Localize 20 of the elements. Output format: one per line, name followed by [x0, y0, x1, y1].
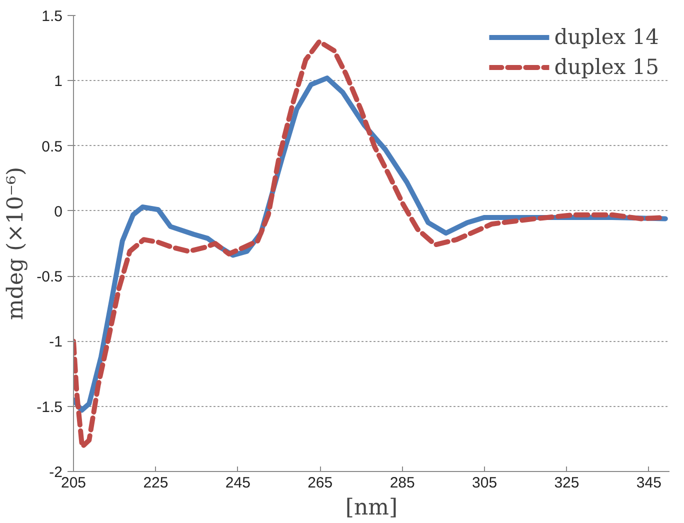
y-tick-label: -2: [49, 464, 63, 481]
legend-label: duplex 15: [554, 55, 659, 79]
x-tick-label: 245: [225, 474, 250, 492]
x-tick-label: 305: [472, 474, 498, 492]
y-tick-label: 0.5: [42, 138, 63, 156]
y-tick-label: -1.5: [36, 398, 63, 416]
x-axis-title: [nm]: [345, 496, 398, 520]
x-tick-label: 345: [636, 474, 662, 492]
x-tick-label: 265: [308, 474, 333, 492]
y-axis-title: mdeg (×10⁻⁶): [4, 166, 29, 320]
y-tick-label: 1.5: [42, 8, 63, 25]
x-tick-label: 225: [143, 474, 168, 492]
y-tick-label: 1: [54, 73, 62, 90]
x-tick-label: 205: [60, 474, 86, 492]
x-tick-label: 325: [554, 474, 580, 492]
y-tick-label: -1: [49, 334, 63, 351]
y-tick-label: 0: [54, 203, 62, 220]
x-tick-label: 285: [390, 474, 415, 492]
legend-label: duplex 14: [554, 25, 659, 49]
y-tick-label: -0.5: [36, 268, 63, 286]
